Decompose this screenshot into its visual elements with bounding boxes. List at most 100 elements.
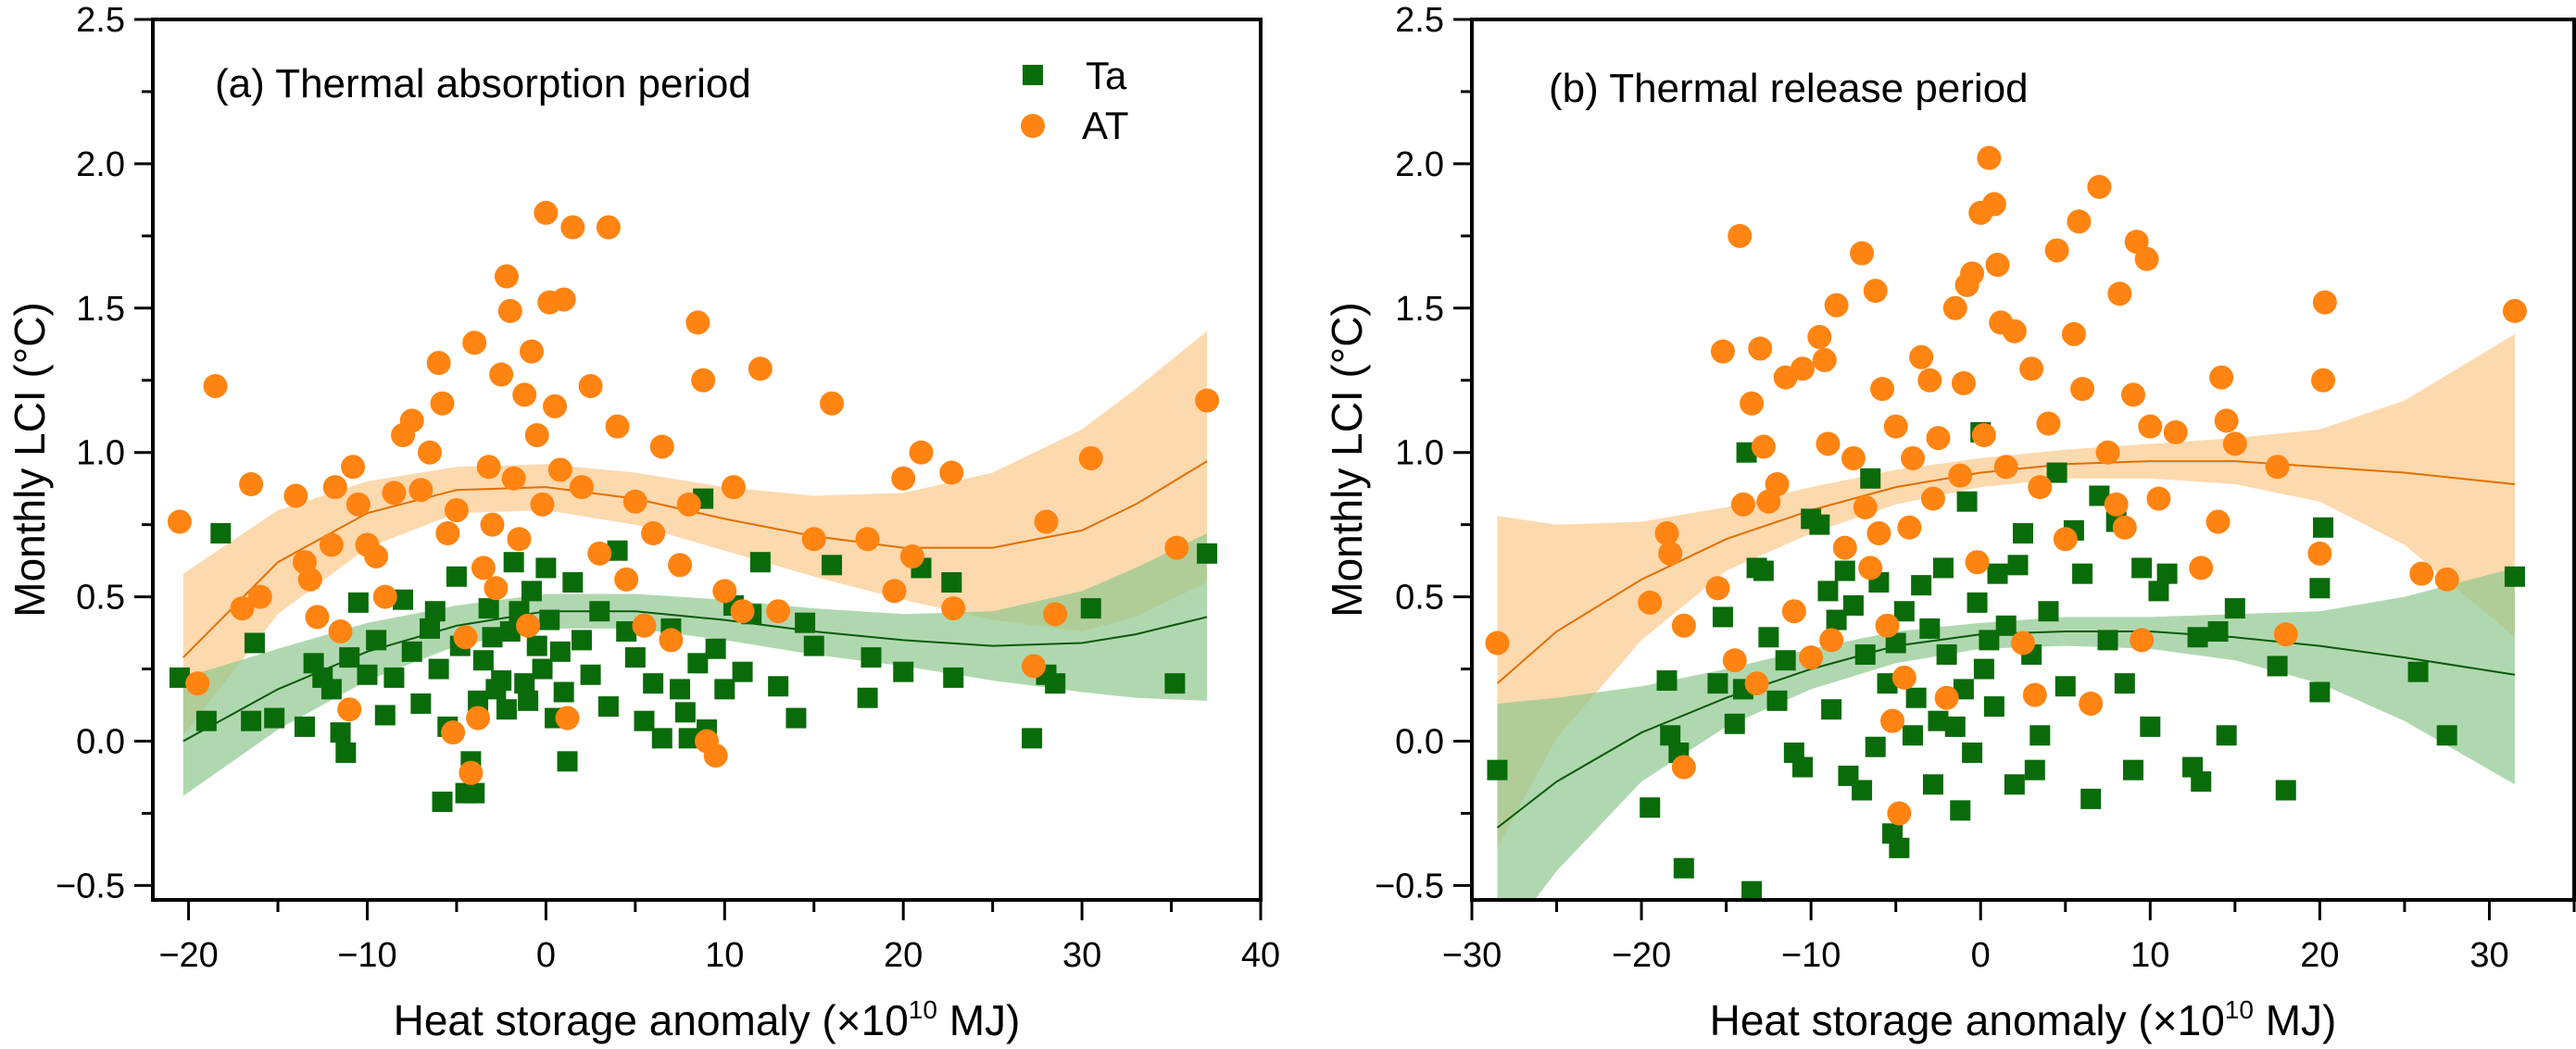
at-point [1078,445,1103,470]
ta-point [1962,742,1983,763]
at-point [1638,590,1663,615]
at-point [1824,293,1849,318]
x-tick-label: 30 [1062,936,1101,975]
ta-point [1741,880,1763,902]
x-axis-title-tail: MJ) [2254,996,2336,1044]
ta-point [478,598,499,619]
x-tick-label: 20 [884,936,923,975]
ta-point [330,722,351,743]
ta-point [532,658,553,680]
at-point [1981,192,2006,217]
ta-point [2024,759,2045,781]
at-point [2409,561,2434,586]
at-point [641,521,666,546]
ta-point [2207,621,2229,643]
ta-point [1860,468,1881,489]
ta-point [616,621,637,643]
at-point [364,543,389,568]
plot-frame-a [151,18,1263,902]
ta-point [1775,650,1796,671]
legend-circle-marker [1021,114,1045,138]
ta-point [1865,736,1886,757]
ta-point [1911,575,1932,596]
at-point [1710,339,1735,364]
at-point [2022,682,2047,707]
at-point [382,481,407,506]
ta-point [607,540,628,561]
panel-b: −30 −20 −10 0 10 20 30 −0.50.00.51.01.52.02.5 … [1323,1,2576,1044]
at-point [2011,631,2035,656]
at-point [2107,281,2132,306]
ta-point [1905,687,1927,708]
at-point [1022,654,1047,679]
at-point [1934,685,1959,710]
ta-point [357,664,378,685]
at-point [748,356,773,381]
at-point [1960,261,1985,286]
at-point [1875,613,1900,638]
ta-point [294,716,315,737]
ta-point [496,699,517,720]
at-point [668,553,693,578]
ta-point [2187,627,2208,648]
at-point [2312,290,2337,315]
confidence-bands-a [182,331,1208,796]
ta-point [670,679,691,700]
ta-point [553,681,574,703]
data-points-a [167,200,1220,812]
at-point [1863,279,1888,304]
ta-point [2013,523,2033,544]
at-point [1034,509,1059,534]
ta-point [651,728,672,749]
ta-point [1022,728,1043,749]
at-point [283,483,308,508]
ta-point [634,710,655,731]
ta-point [539,609,560,631]
at-point [2124,230,2149,255]
at-point [441,720,466,745]
ta-point [597,696,619,718]
at-point [322,475,347,500]
at-point [2036,411,2061,436]
ta-point [1889,837,1910,858]
ta-point [526,635,547,656]
ta-point [803,635,824,656]
ta-point [2148,581,2169,602]
at-point [939,460,964,485]
ta-point [2123,759,2143,781]
at-point [1671,613,1696,638]
at-point [328,619,353,644]
ta-point [2007,555,2029,576]
at-point [2053,527,2078,552]
x-axis-title-main: Heat storage anomaly (×10 [1710,996,2225,1044]
at-point [480,512,505,537]
ta-point [2140,716,2161,737]
x-tick-label: 0 [1971,936,1991,975]
x-axis-title-b: Heat storage anomaly (×1010 MJ) [1710,995,2337,1044]
ta-point [1834,560,1855,581]
at-point [1909,344,1934,369]
at-point [507,527,532,552]
ta-point [464,782,485,804]
at-point [167,509,192,534]
ta-point [393,589,414,610]
at-point [659,628,684,653]
at-point [2189,556,2214,581]
fit-line-at [182,460,1208,658]
x-tick-label: 20 [2300,936,2339,975]
ta-point [2504,566,2525,587]
ta-point [521,581,542,602]
ta-point [264,707,285,729]
at-point [430,391,455,416]
at-point [1948,463,1973,488]
at-point [346,492,371,517]
ta-point [2038,601,2059,622]
ta-point [1944,716,1966,737]
ta-point [1932,557,1954,579]
at-point [512,382,537,407]
ta-point [518,690,539,711]
y-tick-label: 0.0 [1395,723,1444,762]
at-point [820,391,845,416]
at-point [1043,602,1068,627]
y-tick-label: 2.5 [76,1,125,40]
